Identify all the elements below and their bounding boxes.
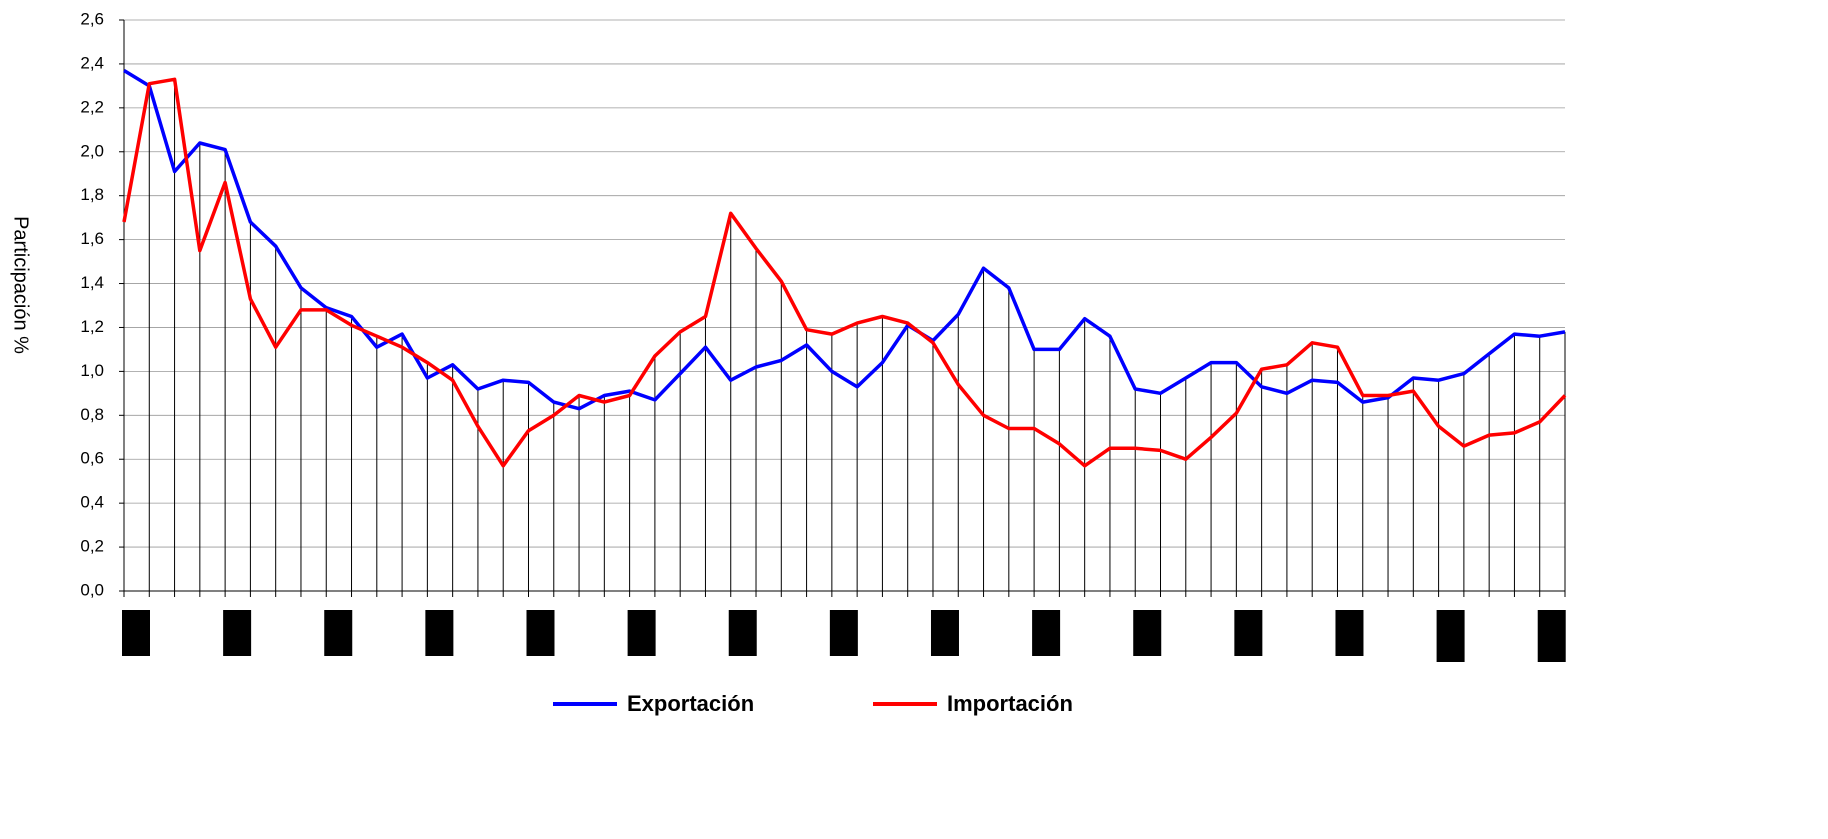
x-label-redacted — [425, 610, 454, 656]
y-tick-label: 0,8 — [80, 405, 104, 424]
y-tick-label: 0,4 — [80, 493, 104, 512]
x-label-redacted — [223, 610, 252, 656]
x-label-redacted — [1436, 610, 1465, 662]
legend-label: Importación — [947, 691, 1073, 716]
x-label-redacted — [728, 610, 757, 656]
x-label-redacted — [122, 610, 150, 656]
x-label-redacted — [324, 610, 353, 656]
y-tick-label: 1,0 — [80, 361, 104, 380]
y-tick-label: 0,0 — [80, 580, 104, 599]
y-tick-label: 1,8 — [80, 185, 104, 204]
y-axis-label: Participación % — [10, 216, 32, 354]
y-tick-label: 0,6 — [80, 449, 104, 468]
y-tick-label: 2,6 — [80, 9, 104, 28]
series-line — [122, 77, 1567, 468]
y-tick-label: 0,2 — [80, 537, 104, 556]
legend-label: Exportación — [627, 691, 754, 716]
x-label-redacted — [1537, 610, 1566, 662]
y-tick-label: 2,4 — [80, 53, 104, 72]
y-tick-label: 2,2 — [80, 97, 104, 116]
x-label-redacted — [1133, 610, 1162, 656]
x-label-redacted — [829, 610, 858, 656]
y-tick-label: 1,4 — [80, 273, 104, 292]
y-tick-label: 1,2 — [80, 317, 104, 336]
x-label-redacted — [930, 610, 959, 656]
x-label-redacted — [627, 610, 656, 656]
x-label-redacted — [1234, 610, 1263, 656]
x-label-redacted — [526, 610, 555, 656]
x-label-redacted — [1032, 610, 1061, 656]
x-label-redacted — [1335, 610, 1364, 656]
y-tick-label: 2,0 — [80, 141, 104, 160]
y-tick-label: 1,6 — [80, 229, 104, 248]
